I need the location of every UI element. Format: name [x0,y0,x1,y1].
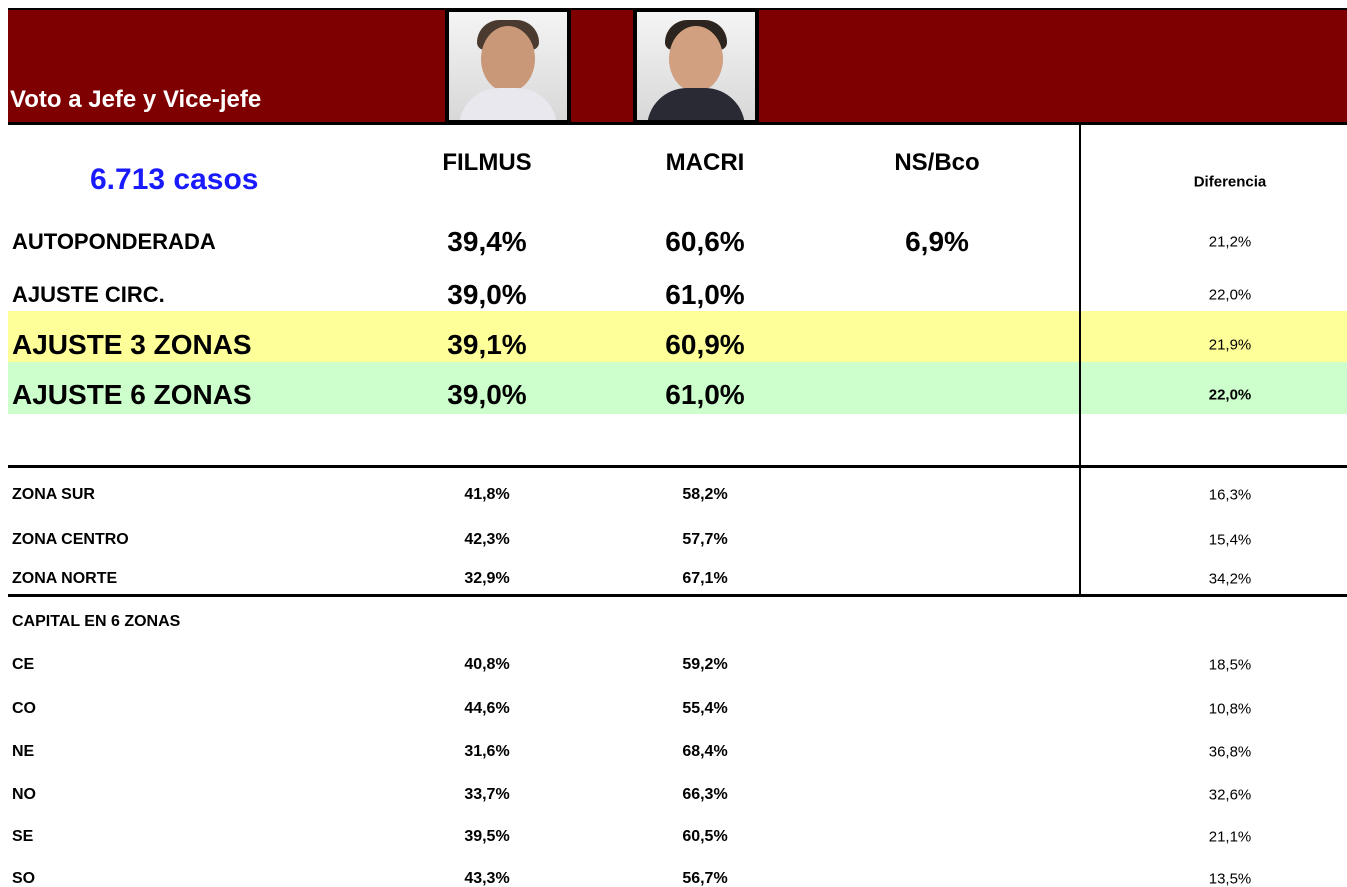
row-label: AJUSTE 3 ZONAS [12,329,252,360]
highlight-row [8,362,1347,414]
cell-value: 41,8% [464,486,510,503]
cell-value: 10,8% [1208,700,1252,718]
row-label: AUTOPONDERADA [12,229,216,254]
cell-value: 61,0% [665,379,745,410]
cell-value: 39,5% [464,828,510,845]
cell-value: 44,6% [464,700,510,717]
cell-value: 39,1% [447,329,527,360]
cell-value: 32,6% [1208,786,1252,804]
cell-value: 21,9% [1208,336,1252,354]
row-label: NE [12,743,35,760]
column-header: MACRI [665,149,745,176]
cell-value: 31,6% [464,743,510,760]
candidate-photo [633,8,759,124]
divider [1079,468,1081,594]
cell-value: 15,4% [1208,531,1252,549]
cell-value: 60,6% [665,226,745,257]
cell-value: 22,0% [1208,286,1252,304]
cell-value: 13,5% [1208,870,1252,887]
cell-value: 40,8% [464,656,510,673]
candidate-photo [445,8,571,124]
cell-value: 21,1% [1208,828,1252,846]
cell-value: 33,7% [464,786,510,803]
cell-value: 39,0% [447,279,527,310]
row-label: CO [12,700,36,717]
highlight-row [8,311,1347,362]
column-header: Diferencia [1193,173,1267,191]
divider [8,594,1347,597]
row-label: AJUSTE CIRC. [12,282,165,307]
cell-value: 22,0% [1208,386,1252,404]
divider [8,122,1347,125]
cell-value: 32,9% [464,570,510,587]
row-label: CAPITAL EN 6 ZONAS [12,613,181,630]
column-header: NS/Bco [894,149,980,176]
row-label: CE [12,656,35,673]
cell-value: 66,3% [682,786,728,803]
cell-value: 36,8% [1208,743,1252,761]
cell-value: 39,4% [447,226,527,257]
cell-value: 42,3% [464,531,510,548]
column-header: FILMUS [442,149,532,176]
divider [1079,124,1081,466]
cell-value: 56,7% [682,870,728,887]
cell-value: 34,2% [1208,570,1252,588]
cell-value: 59,2% [682,656,728,673]
header-title: Voto a Jefe y Vice-jefe [10,86,262,113]
row-label: AJUSTE 6 ZONAS [12,379,252,410]
row-label: SO [12,870,36,887]
cell-value: 6,9% [905,226,969,257]
cell-value: 61,0% [665,279,745,310]
cell-value: 67,1% [682,570,728,587]
row-label: ZONA CENTRO [12,531,129,548]
row-label: ZONA SUR [12,486,95,503]
cell-value: 57,7% [682,531,728,548]
divider [8,465,1347,468]
cell-value: 58,2% [682,486,728,503]
cell-value: 39,0% [447,379,527,410]
cell-value: 43,3% [464,870,510,887]
cell-value: 60,9% [665,329,745,360]
row-label: ZONA NORTE [12,570,118,587]
case-count: 6.713 casos [90,163,259,196]
cell-value: 55,4% [682,700,728,717]
cell-value: 60,5% [682,828,728,845]
row-label: SE [12,828,34,845]
cell-value: 16,3% [1208,486,1252,504]
cell-value: 21,2% [1208,233,1252,251]
cell-value: 68,4% [682,743,728,760]
cell-value: 18,5% [1208,656,1252,674]
row-label: NO [12,786,36,803]
